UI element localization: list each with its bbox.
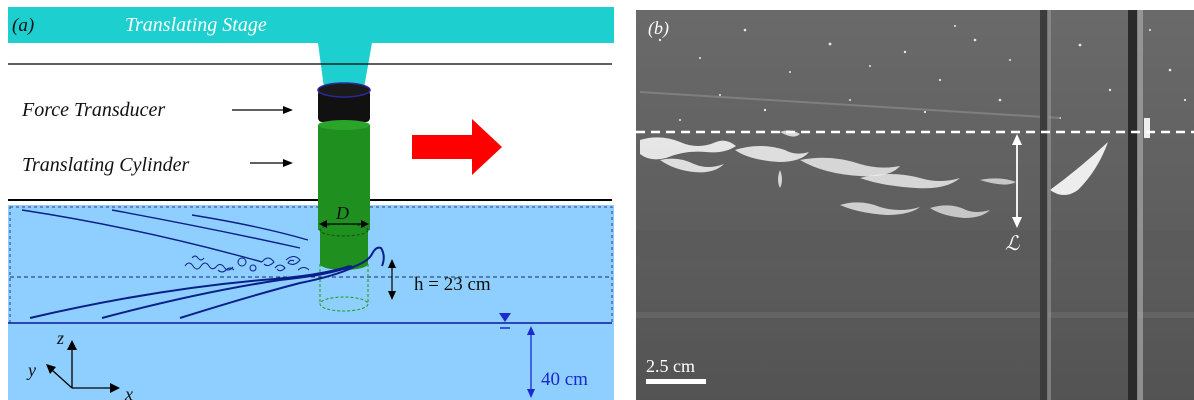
water-level-marker <box>499 313 511 329</box>
translating-cylinder <box>318 120 370 312</box>
panel-b-label: (b) <box>648 18 669 39</box>
axis-z-label: z <box>56 328 64 348</box>
translating-stage <box>8 7 614 43</box>
force-label-arrow <box>232 106 293 114</box>
upper-layer-outline <box>9 206 613 324</box>
force-transducer <box>317 82 371 122</box>
h-label: h = 23 cm <box>414 274 491 295</box>
axis-x-label: x <box>124 384 133 400</box>
scale-bar <box>646 379 706 384</box>
depth-arrow <box>527 326 535 398</box>
photo-background <box>636 10 1194 400</box>
lower-streamlines <box>29 246 385 319</box>
cylinder-label: Translating Cylinder <box>22 154 189 176</box>
diameter-arrow <box>319 220 369 228</box>
wake-highlights <box>640 130 1108 218</box>
cylinder-label-arrow <box>250 159 293 167</box>
panel-a-label: (a) <box>12 15 34 36</box>
stage-label: Translating Stage <box>125 14 267 36</box>
h-dimension-arrow <box>388 259 396 300</box>
force-transducer-label: Force Transducer <box>21 99 165 121</box>
scale-label: 2.5 cm <box>646 356 695 376</box>
particle-speckles <box>658 25 1187 121</box>
diameter-label: D <box>335 203 349 223</box>
stage-mount <box>318 43 372 88</box>
coordinate-axes <box>46 340 120 393</box>
water-body <box>8 205 614 400</box>
panel-a: (a) Translating Stage Fo <box>8 7 614 400</box>
turbulent-eddies <box>184 255 310 273</box>
vertical-rods <box>1040 10 1150 400</box>
direction-arrow <box>412 119 502 175</box>
length-arrow <box>1012 134 1022 228</box>
upper-streamlines <box>21 209 309 263</box>
depth-label: 40 cm <box>541 369 588 390</box>
panel-b-photo: ℒ 2.5 cm (b) <box>636 10 1194 400</box>
axis-y-label: y <box>26 360 36 380</box>
length-label: ℒ <box>1005 233 1020 255</box>
